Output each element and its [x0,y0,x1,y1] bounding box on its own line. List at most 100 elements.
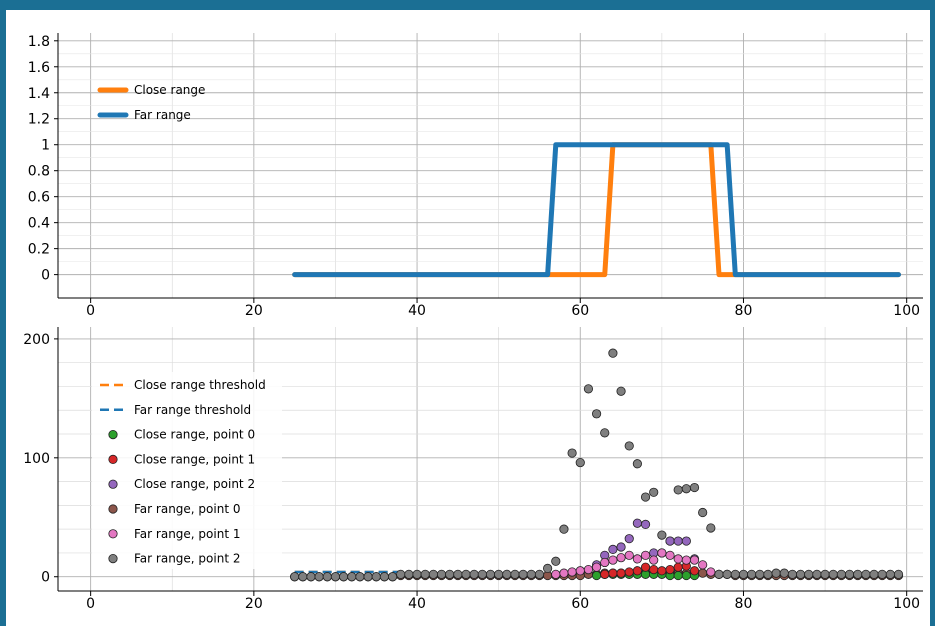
top-y-tick-label: 0.4 [28,216,50,232]
scatter-point [616,386,626,396]
scatter-point [665,550,675,560]
scatter-point [632,518,642,528]
legend-label: Close range [134,83,205,97]
scatter-point [355,572,365,582]
scatter-point [698,560,708,570]
legend-marker [108,479,118,489]
scatter-point [551,556,561,566]
series-line-far-range [292,142,902,278]
legend-label: Far range, point 1 [134,527,240,541]
scatter-point [445,569,455,579]
scatter-point [559,568,569,578]
scatter-point [567,567,577,577]
scatter-point [608,555,618,565]
legend-marker [108,504,118,514]
scatter-point [763,569,773,579]
scatter-point [347,572,357,582]
scatter-point [363,572,373,582]
scatter-point [869,569,879,579]
scatter-point [339,572,349,582]
scatter-point [657,566,667,576]
legend-label: Close range, point 0 [134,428,255,442]
scatter-point [738,569,749,579]
scatter-point [290,572,300,582]
scatter-point [477,569,487,579]
scatter-point [649,564,659,575]
scatter-point [657,530,667,540]
scatter-point [730,569,740,579]
scatter-point [747,569,757,579]
legend-label: Far range, point 2 [134,552,240,566]
legend-box [92,372,282,569]
bottom-x-tick-label: 80 [735,596,753,612]
scatter-point [575,457,585,468]
top-plot: 0 20 40 60 80 100 0 0.2 0.4 0.6 0.8 1 1.2 1.4 1.6 1.8 Cl… [28,33,923,319]
top-x-tick-label: 40 [408,303,426,319]
scatter-point [518,569,528,579]
bottom-x-tick-label: 100 [893,596,920,612]
bottom-x-tick-label: 20 [245,596,263,612]
scatter-point [673,554,683,564]
scatter-point [412,569,422,579]
scatter-point [494,569,504,579]
scatter-point [453,569,463,579]
scatter-point [575,566,585,576]
top-y-tick-label: 0 [41,268,50,284]
scatter-point [387,572,398,582]
scatter-point [624,441,634,451]
scatter-point [608,568,618,578]
scatter-point [591,409,602,419]
scatter-point [600,428,610,438]
scatter-point [396,569,406,579]
scatter-point [608,348,618,358]
scatter-point [820,569,830,579]
legend-label: Close range, point 2 [134,477,255,491]
scatter-point [436,569,447,579]
scatter-point [559,524,569,534]
scatter-point [632,566,642,576]
scatter-point [298,572,308,582]
legend-label: Far range [134,108,191,122]
scatter-point [706,523,716,533]
scatter-point [379,572,390,582]
scatter-point [722,569,732,579]
scatter-point [640,550,651,560]
scatter-point [893,569,904,579]
top-x-tick-label: 80 [735,303,753,319]
bottom-x-tick-label: 60 [571,596,589,612]
legend-marker [108,454,118,464]
scatter-point [804,569,814,579]
scatter-point [371,572,381,582]
scatter-point [461,569,471,579]
scatter-point [812,569,822,579]
scatter-point [632,459,642,469]
scatter-point [673,570,683,581]
scatter-point [689,482,700,493]
scatter-point [681,536,691,546]
scatter-point [551,569,561,579]
scatter-point [689,566,700,576]
scatter-point [649,487,659,497]
scatter-point [330,572,341,582]
scatter-point [428,569,438,579]
scatter-point [665,564,675,575]
scatter-point [543,563,553,574]
top-x-tick-label: 60 [571,303,589,319]
top-y-tick-label: 1.2 [28,112,50,128]
top-x-tick-label: 0 [86,303,95,319]
scatter-point [649,555,659,565]
top-y-tick-label: 1 [41,138,50,154]
top-y-tick-label: 1.6 [28,60,50,76]
scatter-point [616,542,626,552]
scatter-point [600,569,610,579]
top-y-tick-label: 0.2 [28,242,50,258]
scatter-point [861,569,871,579]
scatter-point [485,569,496,579]
legend-marker [108,553,118,564]
scatter-point [624,567,634,577]
scatter-point [689,555,700,565]
scatter-point [640,519,651,530]
scatter-point [526,569,536,579]
scatter-point [885,569,895,579]
scatter-point [306,572,316,582]
